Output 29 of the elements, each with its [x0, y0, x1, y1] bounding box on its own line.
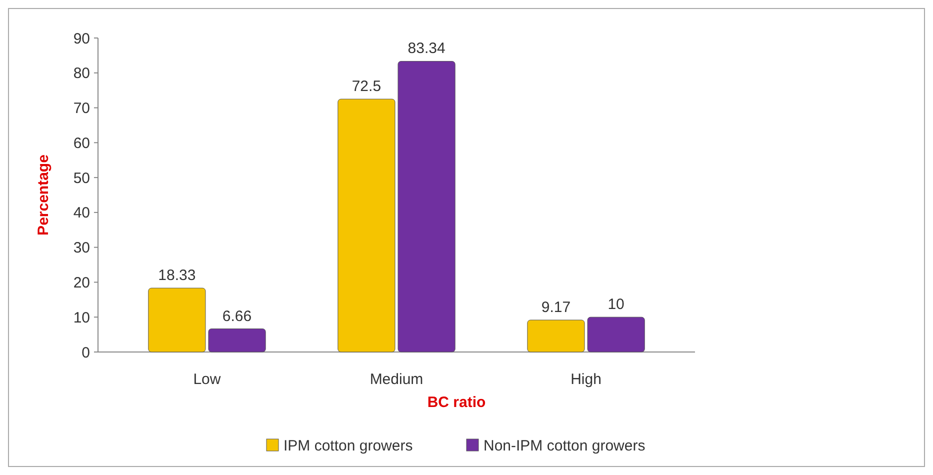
x-tick-label: High: [570, 371, 602, 388]
data-label: 72.5: [352, 78, 382, 96]
data-label: 9.17: [541, 299, 571, 316]
y-tick-label: 90: [73, 30, 90, 48]
x-tick-label: Low: [193, 371, 221, 388]
data-label: 83.34: [408, 40, 446, 58]
y-axis-title: Percentage: [35, 154, 52, 236]
bar: [338, 98, 396, 352]
y-tick-label: 30: [73, 240, 90, 257]
y-tick-label: 10: [73, 309, 90, 326]
y-tick-label: 20: [73, 274, 90, 292]
bar: [527, 320, 585, 352]
y-tick-label: 0: [82, 344, 90, 362]
y-tick-label: 70: [73, 100, 90, 118]
y-tick-label: 50: [73, 170, 90, 187]
data-label: 6.66: [222, 308, 252, 325]
bar: [208, 328, 266, 352]
x-tick-label: Medium: [370, 371, 424, 388]
legend-label: Non-IPM cotton growers: [484, 437, 646, 454]
data-label: 18.33: [158, 267, 196, 284]
data-label: 10: [608, 296, 624, 314]
legend-label: IPM cotton growers: [284, 437, 413, 454]
bar: [398, 60, 456, 352]
y-tick-label: 40: [73, 204, 90, 222]
bar: [148, 288, 206, 352]
x-axis-title: BC ratio: [427, 394, 486, 411]
y-tick-label: 80: [73, 65, 90, 82]
y-tick-label: 60: [73, 134, 90, 152]
bar: [587, 316, 645, 352]
